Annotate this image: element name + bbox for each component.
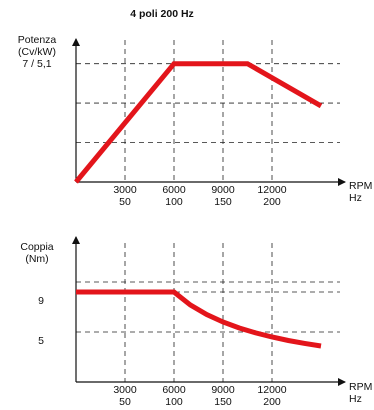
torque-curve (76, 289, 322, 349)
torque-xtick-hz: 100 (165, 396, 183, 408)
torque-xtick-hz: 150 (214, 396, 232, 408)
power-xtick-hz: 50 (119, 196, 131, 208)
power-xlabel-rpm: RPM (349, 180, 372, 192)
torque-xtick-rpm: 12000 (257, 384, 286, 396)
power-xtick-rpm: 6000 (162, 184, 186, 196)
power-xtick-hz: 100 (165, 196, 183, 208)
power-grid (76, 40, 340, 182)
torque-ytick-9: 9 (38, 295, 44, 307)
torque-xtick-hz: 200 (263, 396, 281, 408)
torque-ytick-5: 5 (38, 335, 44, 347)
torque-ylabel-line1: Coppia (20, 241, 53, 253)
power-xtick-rpm: 9000 (211, 184, 235, 196)
torque-xtick-rpm: 3000 (113, 384, 137, 396)
power-xtick-hz: 150 (214, 196, 232, 208)
power-xtick-rpm: 12000 (257, 184, 286, 196)
torque-grid (76, 243, 340, 382)
power-xtick-hz: 200 (263, 196, 281, 208)
power-ylabel-line2: (Cv/kW) (18, 46, 56, 58)
power-curve (74, 61, 323, 184)
torque-xlabel-hz: Hz (349, 393, 362, 405)
torque-xlabel-rpm: RPM (349, 381, 372, 393)
torque-ylabel-line2: (Nm) (25, 253, 48, 265)
power-xlabel-hz: Hz (349, 192, 362, 204)
torque-xtick-rpm: 9000 (211, 384, 235, 396)
torque-xtick-rpm: 6000 (162, 384, 186, 396)
chart-title: 4 poli 200 Hz (130, 8, 194, 20)
power-ylabel-line1: Potenza (18, 34, 57, 46)
power-ytick-label: 7 / 5,1 (22, 58, 51, 70)
power-xtick-rpm: 3000 (113, 184, 137, 196)
torque-xtick-hz: 50 (119, 396, 131, 408)
